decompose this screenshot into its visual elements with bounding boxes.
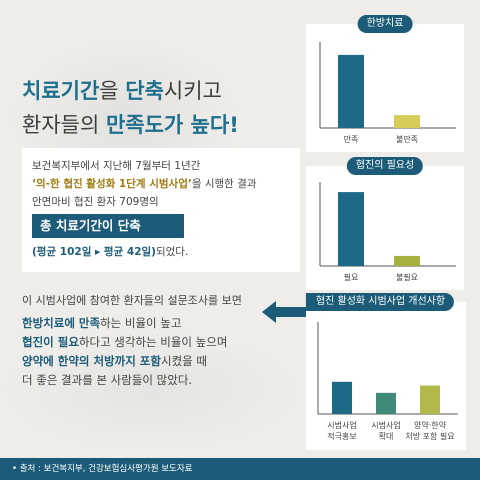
bar [376,392,396,414]
headline-emphasis: 단축 [125,79,164,103]
connector-arrow-icon [262,301,312,323]
average-days-rest: 되었다. [155,246,189,258]
average-days-values: (평균 102일 ▸ 평균 42일) [32,246,156,258]
headline: 치료기간을 단축시키고 환자들의 만족도가 높다! [22,74,302,142]
survey-line-1: 한방치료에 만족하는 비율이 높고 [22,314,227,333]
chart-title: 협진의 필요성 [346,157,424,175]
survey-text: 하는 비율이 높고 [100,316,182,330]
survey-text: 시켰을 때 [160,354,207,368]
survey-lead: 이 시범사업에 참여한 환자들의 설문조사를 보면 [22,294,242,307]
headline-line-1: 치료기간을 단축시키고 [22,74,302,108]
chart-title: 한방치료 [357,15,413,33]
headline-text: 환자들의 [22,113,106,137]
survey-line-4: 더 좋은 결과를 본 사람들이 많았다. [22,373,193,387]
intro-line-2-rest: 을 시행한 결과 [191,178,257,190]
footer: • 출처 : 보건복지부, 건강보험심사평가원 보도자료 [0,458,480,480]
project-name: ‘의-한 협진 활성화 1단계 시범사업’ [32,178,192,190]
survey-highlight: 협진이 필요 [22,335,79,349]
intro-panel: 보건복지부에서 지난해 7월부터 1년간 ‘의-한 협진 활성화 1단계 시범사… [22,148,300,272]
headline-text: 시키고 [163,79,222,103]
category-label: 불만족 [396,134,418,144]
chart-herbal-satisfaction: 만족 불만족 [319,42,456,144]
category-label: 시범사업 [327,420,356,430]
average-days: (평균 102일 ▸ 평균 42일)되었다. [32,244,188,259]
bar [332,381,352,414]
intro-line-2: ‘의-한 협진 활성화 1단계 시범사업’을 시행한 결과 [32,176,256,191]
bar [338,54,364,128]
chart-title: 협진 활성화 시범사업 개선사항 [305,293,455,311]
chart-panel-improvements: 협진 활성화 시범사업 개선사항 시범사업 적극홍보 시범사업 확대 양약·한약 처방 포… [305,293,466,450]
chart-panel-herbal-treatment: 한방치료 만족 불만족 [306,15,464,152]
source-note: • 출처 : 보건복지부, 건강보험심사평가원 보도자료 [12,464,193,474]
ink-wash-bottom [0,330,300,450]
category-label: 적극홍보 [327,431,356,441]
category-label: 양약·한약 [414,420,447,430]
bar [394,255,420,266]
survey-text: 하다고 생각하는 비율이 높으며 [78,335,228,349]
bar [420,385,440,414]
survey-highlight: 양약에 한약의 처방까지 포함 [22,354,161,368]
category-label: 만족 [344,135,359,144]
survey-summary: 한방치료에 만족하는 비율이 높고 협진이 필요하다고 생각하는 비율이 높으며… [22,314,227,390]
intro-line-3: 안면마비 협진 환자 709명의 [32,196,159,208]
chart-panel-collaboration-need: 협진의 필요성 필요 불필요 [306,157,464,290]
category-label: 불필요 [396,272,418,282]
category-label: 처방 포함 필요 [405,431,454,441]
treatment-period-badge: 총 치료기간이 단축 [32,214,184,238]
bar [394,115,420,128]
category-label: 확대 [379,431,394,441]
survey-highlight: 한방치료에 만족 [22,316,101,330]
intro-line-1: 보건복지부에서 지난해 7월부터 1년간 [32,160,201,172]
bar [338,192,364,266]
headline-line-2: 환자들의 만족도가 높다! [22,108,302,142]
category-label: 필요 [344,272,359,282]
headline-emphasis: 만족도가 높다! [105,113,239,137]
category-label: 시범사업 [371,420,400,430]
chart-collaboration-need: 필요 불필요 [319,182,456,282]
survey-line-3: 양약에 한약의 처방까지 포함시켰을 때 [22,352,227,371]
headline-emphasis: 치료기간 [22,79,100,103]
survey-line-2: 협진이 필요하다고 생각하는 비율이 높으며 [22,333,227,352]
headline-text: 을 [99,79,126,103]
